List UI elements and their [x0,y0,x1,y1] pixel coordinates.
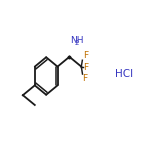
Text: F: F [83,51,88,60]
Text: HCl: HCl [115,69,134,79]
Text: NH: NH [70,36,83,45]
Text: 2: 2 [74,40,79,46]
Text: F: F [82,74,87,83]
Text: F: F [83,63,88,72]
